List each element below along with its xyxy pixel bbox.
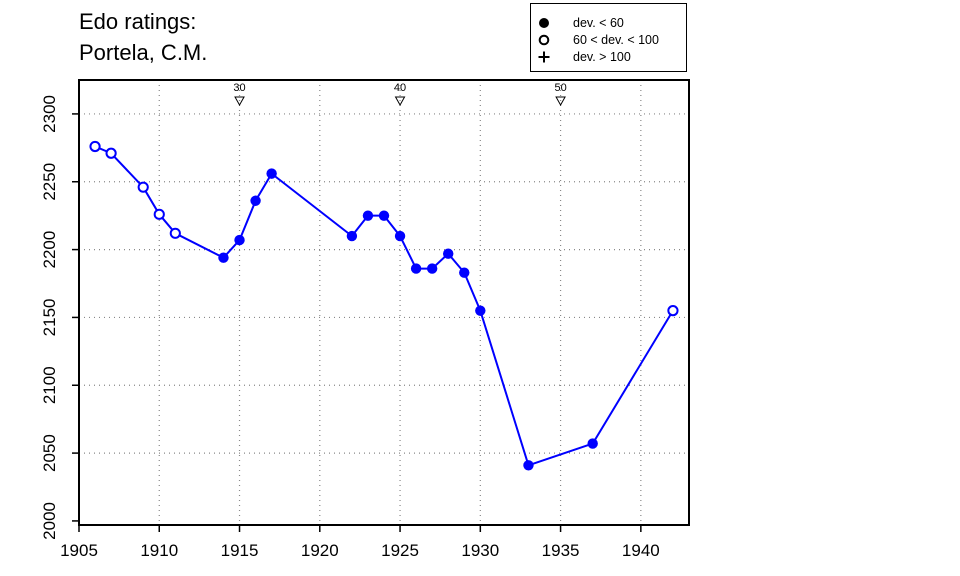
x-tick-label: 1920 — [301, 541, 339, 560]
y-tick-label: 2250 — [40, 163, 59, 201]
chart-title-line-2: Portela, C.M. — [79, 40, 208, 65]
data-point-filled — [266, 168, 277, 179]
data-point-filled — [218, 252, 229, 263]
age-marker-triangle — [555, 96, 566, 107]
age-markers: 30 40 50 — [233, 82, 567, 107]
data-point-filled — [475, 305, 486, 316]
filled-circle-icon — [539, 18, 549, 28]
data-point-filled — [250, 195, 261, 206]
x-tick-label: 1925 — [381, 541, 419, 560]
data-point-open — [667, 305, 679, 317]
legend-item-filled: dev. < 60 — [531, 15, 686, 31]
data-point-filled — [426, 263, 438, 274]
legend-label: dev. < 60 — [573, 16, 624, 30]
grid-lines — [79, 80, 689, 525]
x-tick-label: 1910 — [140, 541, 178, 560]
data-point-filled — [362, 210, 374, 221]
rating-series — [89, 140, 679, 471]
x-tick-label: 1905 — [60, 541, 98, 560]
age-marker-triangle — [394, 96, 406, 107]
chart-title-line-1: Edo ratings: — [79, 9, 197, 34]
data-point-open — [153, 208, 165, 220]
legend-label: 60 < dev. < 100 — [573, 33, 659, 47]
y-tick-label: 2150 — [40, 299, 59, 337]
x-tick-label: 1930 — [461, 541, 499, 560]
x-tick-label: 1935 — [542, 541, 580, 560]
age-marker-label: 50 — [554, 82, 566, 94]
y-tick-label: 2200 — [40, 231, 59, 269]
x-axis: 1905 1910 1915 1920 1925 1930 1935 1940 — [60, 525, 660, 560]
data-point-filled — [410, 263, 422, 274]
chart-legend: dev. < 60 60 < dev. < 100 dev. > 100 — [530, 3, 687, 72]
data-point-filled — [587, 438, 598, 449]
legend-label: dev. > 100 — [573, 50, 631, 64]
data-point-open — [137, 181, 149, 193]
rating-line — [94, 145, 674, 467]
data-point-filled — [459, 267, 470, 278]
age-marker-label: 30 — [233, 82, 245, 94]
data-point-filled — [346, 230, 358, 242]
x-tick-label: 1915 — [221, 541, 259, 560]
data-point-filled — [378, 210, 390, 221]
y-tick-label: 2100 — [40, 366, 59, 404]
x-tick-label: 1940 — [622, 541, 660, 560]
y-tick-label: 2300 — [40, 95, 59, 133]
y-tick-label: 2000 — [40, 502, 59, 540]
legend-item-open: 60 < dev. < 100 — [531, 32, 686, 48]
y-tick-label: 2050 — [40, 434, 59, 472]
age-marker-label: 40 — [394, 82, 406, 94]
data-point-filled — [234, 234, 245, 246]
data-point-open — [169, 227, 181, 239]
y-axis: 2000 2050 2100 2150 2200 2250 2300 — [40, 95, 79, 540]
data-point-filled — [523, 460, 534, 471]
age-marker-triangle — [234, 96, 245, 107]
data-point-open — [105, 147, 117, 159]
data-point-filled — [394, 230, 406, 242]
plus-icon — [538, 51, 550, 63]
legend-item-plus: dev. > 100 — [531, 49, 686, 65]
plot-frame — [78, 79, 690, 526]
data-point-filled — [443, 248, 454, 259]
open-circle-icon — [538, 34, 550, 46]
data-point-open — [89, 140, 101, 153]
